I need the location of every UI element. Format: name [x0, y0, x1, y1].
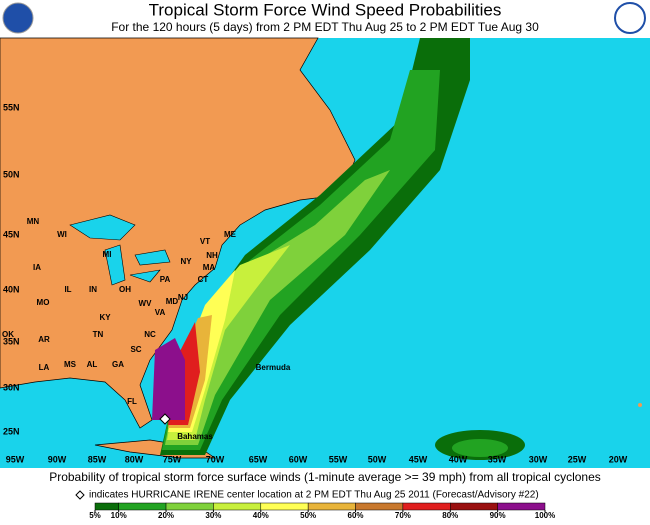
great-lakes: [69, 214, 171, 286]
caption: Probability of tropical storm force surf…: [49, 470, 601, 484]
longitude-label: 95W: [6, 454, 25, 464]
latitude-label: 25N: [3, 426, 20, 436]
state-label: CT: [198, 275, 209, 284]
state-label: NY: [180, 257, 192, 266]
state-label: OK: [2, 330, 14, 339]
longitude-label: 60W: [289, 454, 308, 464]
legend-swatch: [260, 502, 309, 511]
legend-label: 20%: [158, 511, 174, 520]
state-label: PA: [160, 275, 171, 284]
storm-center: [159, 413, 171, 425]
state-label: FL: [127, 397, 137, 406]
longitude-label: 45W: [409, 454, 428, 464]
diamond-icon: [75, 490, 85, 500]
state-label: MS: [64, 360, 77, 369]
longitude-label: 70W: [206, 454, 225, 464]
longitude-label: 20W: [609, 454, 628, 464]
state-label: MN: [27, 217, 40, 226]
state-label: IN: [89, 285, 97, 294]
legend-label: 60%: [348, 511, 364, 520]
state-label: WV: [139, 299, 153, 308]
state-label: LA: [39, 363, 50, 372]
legend-swatch: [355, 502, 404, 511]
legend-swatch: [213, 502, 262, 511]
latitude-label: 35N: [3, 336, 20, 346]
note: indicates HURRICANE IRENE center locatio…: [89, 490, 539, 501]
longitude-label: 55W: [329, 454, 348, 464]
state-label: NJ: [178, 293, 188, 302]
latitude-label: 40N: [3, 284, 20, 294]
state-label: KY: [99, 313, 111, 322]
longitude-label: 25W: [568, 454, 587, 464]
legend-label: 5%: [89, 511, 101, 520]
state-label: ME: [224, 230, 237, 239]
longitude-label: 80W: [125, 454, 144, 464]
latitude-label: 50N: [3, 169, 20, 179]
legend-label: 90%: [490, 511, 506, 520]
state-label: MI: [103, 250, 112, 259]
place-label: Bahamas: [177, 432, 213, 441]
state-label: AR: [38, 335, 50, 344]
swath-20: [165, 170, 390, 445]
island: [638, 403, 642, 407]
state-label: SC: [130, 345, 141, 354]
map: [0, 37, 650, 468]
legend-swatch: [94, 502, 119, 511]
longitude-label: 90W: [48, 454, 67, 464]
legend-swatch: [497, 502, 546, 511]
title: Tropical Storm Force Wind Speed Probabil…: [149, 0, 502, 19]
state-label: OH: [119, 285, 131, 294]
longitude-label: 35W: [488, 454, 507, 464]
longitude-label: 75W: [163, 454, 182, 464]
swath-other-inner: [452, 439, 508, 457]
latitude-label: 45N: [3, 229, 20, 239]
state-label: TN: [93, 330, 104, 339]
state-label: NH: [206, 251, 218, 260]
state-label: VA: [155, 308, 166, 317]
legend-swatch: [402, 502, 451, 511]
latitude-label: 30N: [3, 382, 20, 392]
state-label: MO: [37, 298, 50, 307]
state-label: MD: [166, 297, 179, 306]
footer-bg: [0, 468, 650, 520]
state-label: IL: [64, 285, 71, 294]
legend-label: 80%: [442, 511, 458, 520]
state-label: VT: [200, 237, 210, 246]
legend-label: 10%: [111, 511, 127, 520]
legend-label: 30%: [205, 511, 221, 520]
state-label: MA: [203, 263, 216, 272]
longitude-label: 85W: [88, 454, 107, 464]
legend-label: 40%: [253, 511, 269, 520]
latitude-label: 55N: [3, 102, 20, 112]
legend-swatch: [450, 502, 498, 511]
state-label: IA: [33, 263, 41, 272]
longitude-label: 30W: [529, 454, 548, 464]
state-label: GA: [112, 360, 124, 369]
legend-label: 100%: [535, 511, 555, 520]
state-label: WI: [57, 230, 67, 239]
swath-90: [152, 338, 185, 420]
longitude-label: 40W: [449, 454, 468, 464]
place-label: Bermuda: [256, 363, 291, 372]
subtitle: For the 120 hours (5 days) from 2 PM EDT…: [111, 20, 539, 34]
state-label: AL: [87, 360, 98, 369]
legend-swatch: [165, 502, 214, 511]
nws-logo: [614, 2, 646, 34]
noaa-logo: [2, 2, 34, 34]
state-label: NC: [144, 330, 156, 339]
legend-swatch: [307, 502, 356, 511]
longitude-label: 65W: [249, 454, 268, 464]
legend-label: 50%: [300, 511, 316, 520]
land: [0, 37, 356, 429]
legend-label: 70%: [395, 511, 411, 520]
longitude-label: 50W: [368, 454, 387, 464]
legend-swatch: [118, 502, 167, 511]
